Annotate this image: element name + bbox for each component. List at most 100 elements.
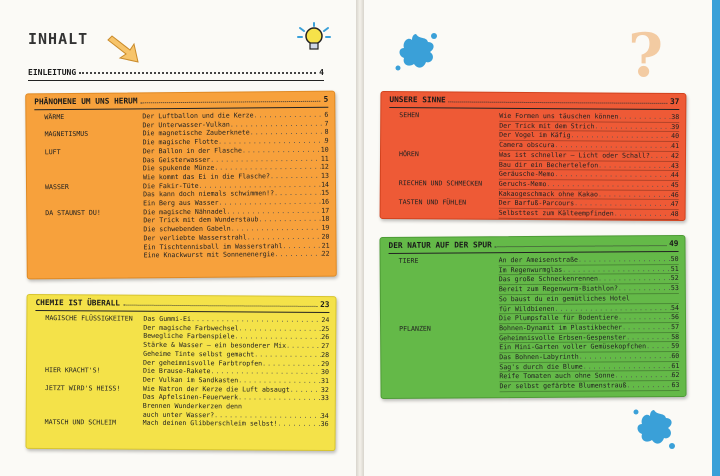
entry-title: Geruchs-Memo	[498, 179, 547, 189]
section-page: 37	[669, 96, 680, 107]
entry-page: 11	[320, 154, 329, 163]
entry-page: 33	[320, 394, 329, 403]
entry-page: 9	[324, 136, 329, 145]
section-natur: DER NATUR AUF DER SPUR 49 TIERE An der Amei…	[379, 234, 687, 400]
page-edge	[712, 0, 720, 476]
section-title[interactable]: UNSERE SINNE 37	[389, 94, 680, 111]
leader-dots	[571, 132, 672, 141]
entry-page: 27	[321, 342, 330, 351]
entry-title: Reife Tomaten auch ohne Sonne	[499, 371, 615, 381]
section-title-text: DER NATUR AUF DER SPUR	[388, 240, 492, 251]
toc-entry: Der selbst gefärbte Blumenstrauß 63	[499, 381, 680, 393]
entry-page: 57	[671, 322, 680, 331]
leader-dots	[555, 141, 672, 151]
entry-title: So baust du ein gemütliches Hotel	[498, 294, 630, 304]
toc-row[interactable]: Eine Knackwurst mit Sonnenenergie 22	[36, 250, 330, 261]
entry-page: 53	[670, 284, 679, 293]
entry-title: Das große Schneckenrennen	[498, 274, 599, 284]
leader-dots	[262, 359, 321, 368]
entry-page: 41	[671, 142, 680, 151]
entry-page: 15	[321, 189, 330, 198]
leader-dots	[622, 323, 671, 332]
entry-page: 59	[671, 342, 680, 351]
entry-page: 16	[321, 197, 330, 206]
entry-page: 52	[670, 274, 679, 283]
leader-dots	[122, 298, 318, 307]
entry-title: Bau dir ein Bechertelefon	[498, 160, 599, 169]
entry-page: 45	[670, 180, 679, 189]
leader-dots	[278, 420, 321, 429]
section-title[interactable]: CHEMIE IST ÜBERALL 23	[35, 297, 330, 314]
entry-page: 43	[670, 161, 679, 170]
leader-dots	[554, 304, 671, 314]
entry-page: 50	[670, 254, 679, 264]
leader-dots	[546, 180, 670, 190]
entry-page: 56	[671, 313, 680, 322]
section-title-text: CHEMIE IST ÜBERALL	[35, 297, 121, 308]
entry-title: Bereit zum Regenwurm-Biathlon?	[498, 284, 618, 294]
leader-dots	[598, 274, 671, 283]
entry-page: 44	[670, 171, 679, 180]
entry-title: Ein Mini-Garten voller Gemüsekopfchen	[499, 342, 647, 352]
toc-entry: Mach deinen Glibberschleim selbst! 36	[143, 419, 329, 429]
toc-row[interactable]: MATSCH UND SCHLEIM Mach deinen Glibbersch…	[35, 418, 329, 429]
toc-row[interactable]: Der selbst gefärbte Blumenstrauß 63	[389, 381, 680, 393]
section-title[interactable]: PHÄNOMENE UM UNS HERUM 5	[34, 94, 329, 111]
toc-row[interactable]: Selbsttest zum Kälteempfinden 48	[389, 208, 679, 220]
entry-page: 47	[670, 200, 679, 209]
page-title: INHALT	[28, 30, 89, 48]
entry-page: 40	[671, 132, 680, 141]
leader-dots	[598, 161, 671, 170]
entry-page: 38	[671, 112, 680, 122]
leader-dots	[615, 371, 672, 380]
entry-page: 39	[671, 122, 680, 131]
leader-dots	[574, 200, 671, 209]
entry-page: 6	[324, 110, 329, 119]
entry-title: Bohnen-Dynamit im Plastikbecher	[499, 323, 623, 333]
entry-page: 22	[321, 249, 330, 259]
paint-splash-icon	[633, 409, 675, 449]
entry-page: 30	[321, 368, 330, 377]
entry-page: 14	[321, 180, 330, 189]
category-label	[389, 382, 499, 392]
leader-dots	[650, 152, 671, 161]
entry-title: Wie Formen uns täuschen können	[499, 111, 619, 121]
section-page: 23	[320, 299, 330, 310]
entry-page: 19	[321, 223, 330, 232]
leader-dots	[614, 210, 671, 219]
entry-title: Eine Knackwurst mit Sonnenenergie	[143, 250, 275, 260]
section-title[interactable]: DER NATUR AUF DER SPUR 49	[388, 238, 679, 255]
entry-page: 54	[670, 303, 679, 312]
leader-dots	[274, 189, 321, 198]
entry-page: 60	[671, 352, 680, 361]
leader-dots	[290, 385, 321, 394]
entry-title: Was ist schneller – Licht oder Schall?	[498, 150, 650, 160]
entry-page: 62	[671, 371, 680, 380]
entry-page: 12	[320, 162, 329, 171]
entry-title: Der selbst gefärbte Blumenstrauß	[499, 381, 627, 391]
toc-entry: Eine Knackwurst mit Sonnenenergie 22	[144, 250, 330, 260]
leader-dots	[579, 352, 672, 361]
entry-page: 61	[671, 361, 680, 370]
section-phaenomene: PHÄNOMENE UM UNS HERUM 5 WÄRME Der Luftball…	[25, 90, 337, 280]
entry-title: Der Vogel im Käfig	[499, 131, 571, 140]
entry-page: 25	[321, 324, 330, 333]
intro-entry[interactable]: EINLEITUNG 4	[28, 68, 324, 77]
entry-page: 28	[321, 350, 330, 359]
leader-dots	[618, 113, 671, 122]
divider	[28, 80, 324, 81]
intro-page: 4	[319, 68, 324, 77]
lightbulb-icon	[297, 22, 331, 50]
paint-splash-icon	[395, 33, 437, 71]
leader-dots	[562, 265, 671, 274]
entry-title: Selbsttest zum Kälteempfinden	[498, 208, 614, 218]
entry-page: 24	[321, 315, 330, 325]
entry-page: 34	[320, 411, 329, 420]
leader-dots	[626, 333, 671, 342]
question-mark-icon: ?	[628, 21, 664, 91]
category-label: MATSCH UND SCHLEIM	[44, 418, 117, 427]
entry-title: Der Barfuß-Parcours	[498, 199, 575, 208]
leader-dots	[583, 362, 672, 371]
section-page: 5	[323, 94, 329, 104]
leader-dots	[79, 68, 317, 74]
